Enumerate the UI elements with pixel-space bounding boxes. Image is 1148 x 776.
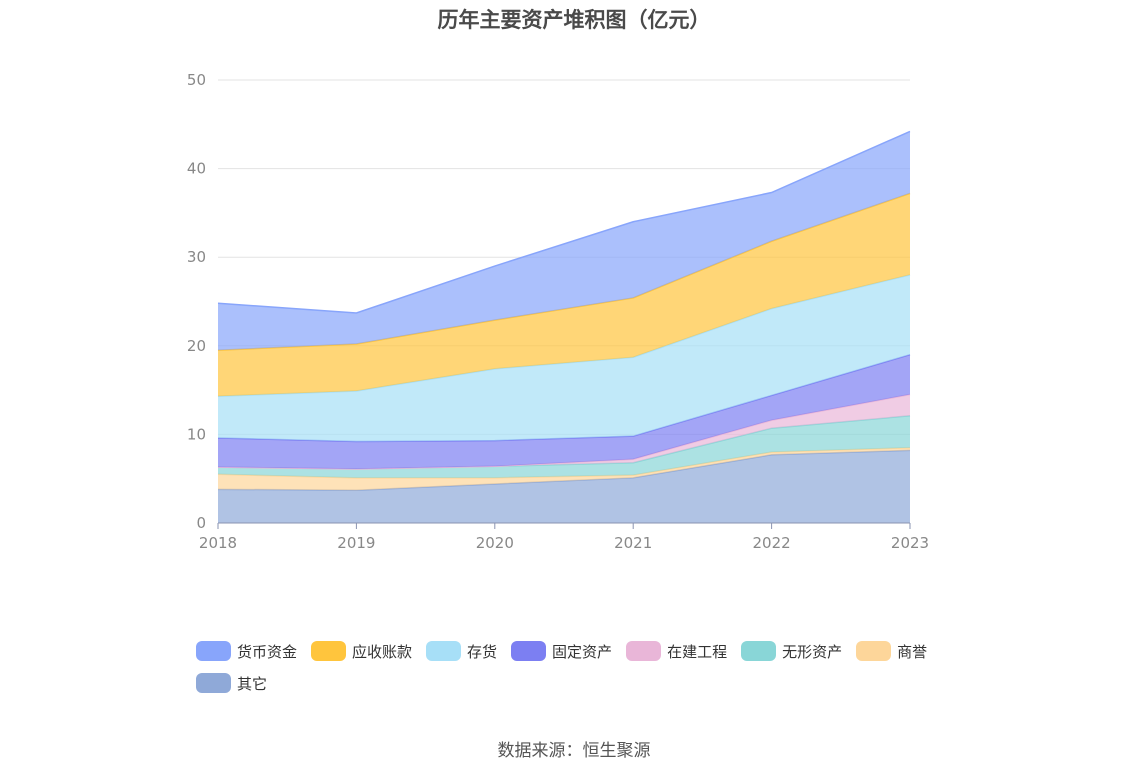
legend-item[interactable]: 应收账款 <box>311 641 412 662</box>
area-series <box>218 193 910 397</box>
legend-item[interactable]: 货币资金 <box>196 641 297 662</box>
legend-swatch <box>741 641 777 661</box>
x-tick-label: 2018 <box>199 534 237 552</box>
legend-swatch <box>856 641 892 661</box>
chart-title: 历年主要资产堆积图（亿元） <box>437 8 711 32</box>
legend-item[interactable]: 在建工程 <box>626 641 727 662</box>
y-tick-label: 0 <box>196 514 206 532</box>
legend-label: 货币资金 <box>237 642 298 661</box>
legend-label: 无形资产 <box>782 642 843 661</box>
legend-swatch <box>196 641 231 661</box>
legend-item[interactable]: 商誉 <box>856 641 927 662</box>
legend-row: 货币资金 应收账款 存货 固定资产 在建工程 无形资产 商誉 <box>196 640 996 662</box>
legend-label: 其它 <box>237 674 268 693</box>
legend-label: 固定资产 <box>552 642 613 661</box>
series-line <box>217 130 911 314</box>
y-tick-label: 30 <box>187 248 206 266</box>
x-tick-label: 2020 <box>476 534 514 552</box>
legend-item[interactable]: 其它 <box>196 673 267 694</box>
y-tick-label: 20 <box>187 337 206 355</box>
area-series <box>218 354 910 469</box>
x-tick-label: 2023 <box>891 534 929 552</box>
legend-label: 商誉 <box>897 642 928 661</box>
legend-swatch <box>426 641 462 661</box>
legend-label: 应收账款 <box>352 642 413 661</box>
legend-row: 其它 <box>196 672 996 694</box>
x-tick-label: 2019 <box>337 534 375 552</box>
chart-legend: 货币资金 应收账款 存货 固定资产 在建工程 无形资产 商誉其它 <box>196 640 996 704</box>
x-tick-label: 2021 <box>614 534 652 552</box>
legend-item[interactable]: 无形资产 <box>741 641 842 662</box>
legend-swatch <box>626 641 662 661</box>
area-series <box>218 274 910 442</box>
legend-item[interactable]: 固定资产 <box>511 641 612 662</box>
legend-item[interactable]: 存货 <box>426 641 497 662</box>
legend-swatch <box>511 641 547 661</box>
area-series <box>218 131 910 351</box>
x-tick-label: 2022 <box>753 534 791 552</box>
area-series <box>218 450 910 523</box>
legend-swatch <box>196 673 231 693</box>
data-source: 数据来源：恒生聚源 <box>497 741 651 761</box>
legend-label: 在建工程 <box>667 642 728 661</box>
legend-label: 存货 <box>467 642 498 661</box>
y-tick-label: 10 <box>187 425 206 443</box>
legend-swatch <box>311 641 347 661</box>
stacked-area-chart: 0 10 20 30 40 50 2018 2019 2020 2021 2022 2023 <box>187 71 929 552</box>
y-tick-label: 40 <box>187 160 206 178</box>
y-tick-label: 50 <box>187 71 206 89</box>
